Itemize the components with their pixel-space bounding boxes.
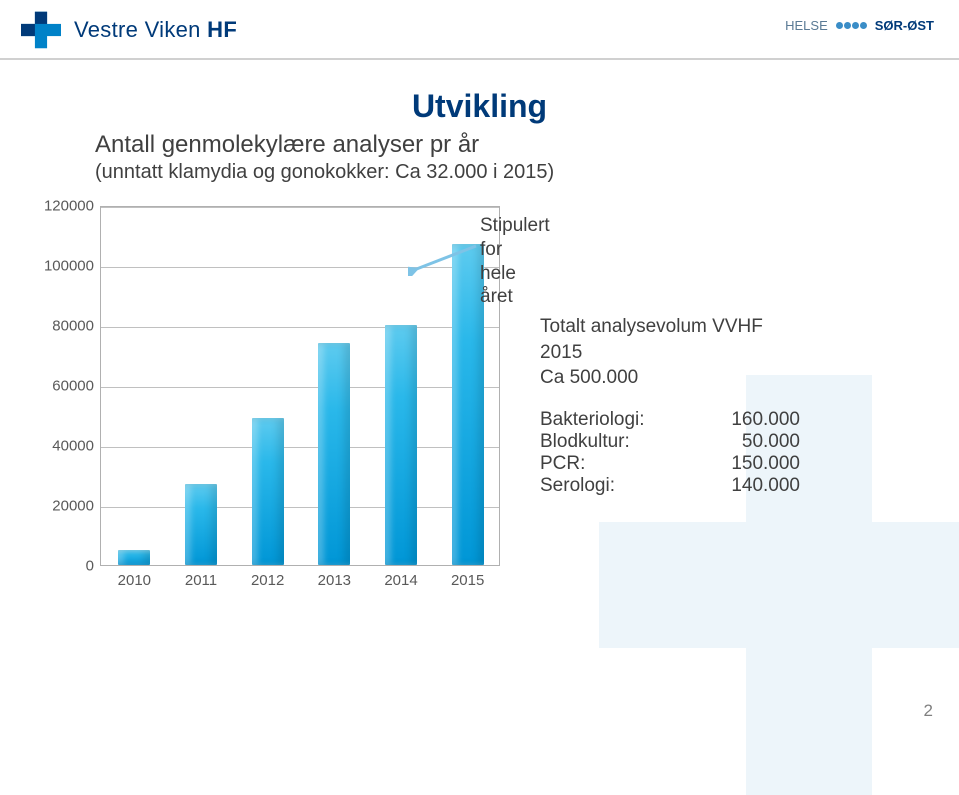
bar-chart: 201020112012201320142015 Stipulert for h… [40,198,510,603]
table-row: Bakteriologi:160.000 [540,409,919,431]
bar [318,343,350,565]
row-value: 160.000 [700,409,800,431]
logo-right: HELSE SØR-ØST [785,18,934,33]
total-line3: Ca 500.000 [540,367,638,388]
page-title: Utvikling [40,88,919,125]
gridline [101,447,499,448]
callout-text: Stipulert for hele året [480,214,550,309]
table-row: Serologi:140.000 [540,475,919,497]
bar [452,244,484,565]
cross-icon [18,10,64,50]
page-number: 2 [924,701,933,721]
row-value: 140.000 [700,475,800,497]
dots-icon [836,22,867,29]
logo-left: Vestre Viken HF [18,10,237,50]
row-label: Serologi: [540,475,700,497]
row-label: PCR: [540,453,700,475]
x-tick-label: 2010 [118,572,151,589]
y-tick-label: 40000 [40,438,94,455]
breakdown-table: Bakteriologi:160.000Blodkultur:50.000PCR… [540,409,919,497]
x-tick-label: 2011 [185,572,217,589]
subtext: (unntatt klamydia og gonokokker: Ca 32.0… [40,161,919,184]
row-value: 50.000 [700,431,800,453]
y-tick-label: 120000 [40,198,94,215]
gridline [101,507,499,508]
row-value: 150.000 [700,453,800,475]
total-line1: Totalt analysevolum VVHF [540,316,763,337]
callout-line1: Stipulert for [480,215,550,260]
logo-left-text: Vestre Viken HF [74,17,237,43]
callout-line2: hele året [480,263,516,308]
header: Vestre Viken HF HELSE SØR-ØST [0,0,959,60]
content: Utvikling Antall genmolekylære analyser … [0,60,959,603]
gridline [101,327,499,328]
y-tick-label: 20000 [40,498,94,515]
y-tick-label: 60000 [40,378,94,395]
total-volume-block: Totalt analysevolum VVHF 2015 Ca 500.000 [540,314,919,391]
callout-arrow-icon [408,242,478,276]
gridline [101,207,499,208]
bar [185,484,217,565]
bar [118,550,150,565]
y-tick-label: 80000 [40,318,94,335]
y-tick-label: 0 [40,558,94,575]
bar [252,418,284,565]
row-label: Bakteriologi: [540,409,700,431]
table-row: PCR:150.000 [540,453,919,475]
bar [385,325,417,565]
side-annotations: Totalt analysevolum VVHF 2015 Ca 500.000… [520,198,919,497]
total-line2: 2015 [540,342,582,363]
gridline [101,387,499,388]
subtitle: Antall genmolekylære analyser pr år [40,131,919,159]
row-label: Blodkultur: [540,431,700,453]
table-row: Blodkultur:50.000 [540,431,919,453]
x-tick-label: 2013 [318,572,351,589]
logo-right-strong: SØR-ØST [875,18,934,33]
logo-right-pre: HELSE [785,18,828,33]
y-tick-label: 100000 [40,258,94,275]
x-tick-label: 2015 [451,572,484,589]
x-tick-label: 2012 [251,572,284,589]
x-tick-label: 2014 [384,572,417,589]
